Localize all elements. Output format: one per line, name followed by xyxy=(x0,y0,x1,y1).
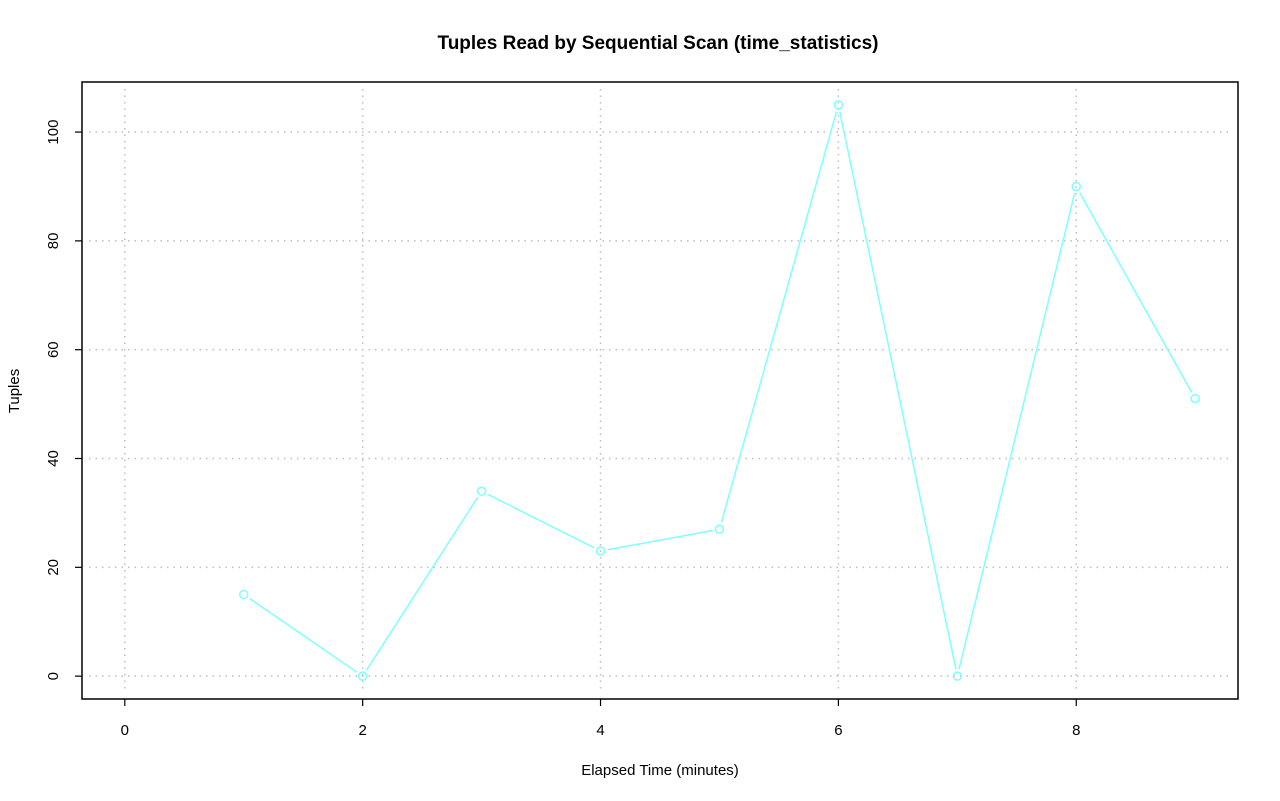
x-tick-label: 2 xyxy=(359,722,367,739)
y-tick-label: 40 xyxy=(45,450,62,467)
data-point xyxy=(595,546,606,556)
series-layer xyxy=(238,100,1200,681)
y-tick-label: 100 xyxy=(45,120,62,145)
data-point xyxy=(714,524,725,534)
series-line-segment xyxy=(487,493,595,549)
y-axis-label: Tuples xyxy=(6,369,23,413)
series-line-segment xyxy=(958,193,1076,670)
y-tick-label: 0 xyxy=(45,672,62,680)
series-line-segment xyxy=(1079,192,1193,393)
data-point xyxy=(952,671,963,681)
plot-area-frame xyxy=(81,81,1239,700)
series-line-segment xyxy=(720,111,838,523)
series-line-segment xyxy=(249,597,358,673)
y-tick-label: 60 xyxy=(45,341,62,358)
x-tick-label: 6 xyxy=(834,722,842,739)
y-tick-label: 20 xyxy=(45,559,62,576)
y-tick-label: 80 xyxy=(45,233,62,250)
data-point xyxy=(833,100,844,110)
data-point xyxy=(357,671,368,681)
x-axis: 0 2 4 6 8 xyxy=(121,699,1080,739)
series-line-segment xyxy=(607,529,713,551)
x-tick-label: 4 xyxy=(596,722,604,739)
y-axis: 0 20 40 60 80 100 xyxy=(45,120,82,680)
data-point xyxy=(238,589,249,600)
x-tick-label: 0 xyxy=(121,722,129,739)
data-point xyxy=(476,486,487,496)
x-tick-label: 8 xyxy=(1072,722,1080,739)
data-point xyxy=(1190,393,1200,404)
data-point xyxy=(1071,181,1082,192)
grid xyxy=(89,89,1231,692)
x-axis-label: Elapsed Time (minutes) xyxy=(581,762,739,779)
series-line-segment xyxy=(839,111,957,670)
chart-title: Tuples Read by Sequential Scan (time_sta… xyxy=(438,33,879,54)
series-line-segment xyxy=(365,496,479,671)
